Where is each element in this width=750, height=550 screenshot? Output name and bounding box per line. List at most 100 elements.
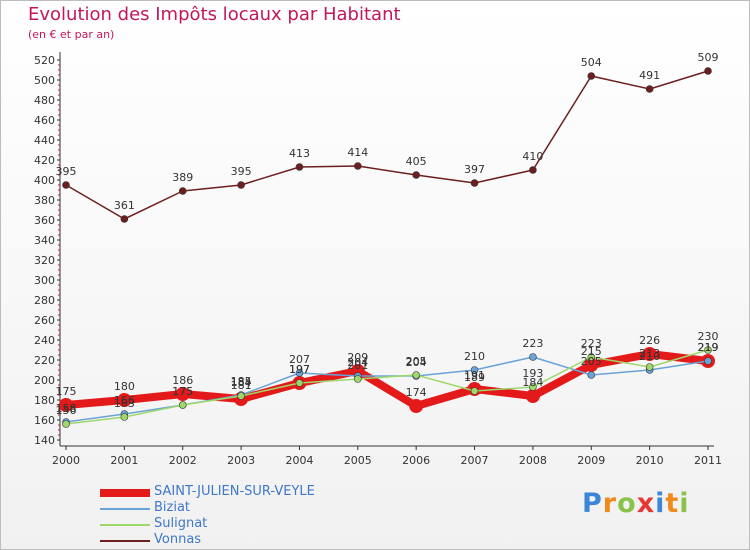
data-label: 191 xyxy=(464,369,485,382)
x-tick-label: 2010 xyxy=(636,454,664,467)
data-label: 405 xyxy=(406,155,427,168)
x-tick-label: 2000 xyxy=(52,454,80,467)
data-label: 175 xyxy=(56,385,77,398)
y-minor-tick xyxy=(58,309,60,311)
logo-letter: P xyxy=(582,488,603,519)
y-minor-tick xyxy=(58,129,60,131)
y-tick-label: 300 xyxy=(34,274,55,287)
data-label: 395 xyxy=(56,165,77,178)
series-line-3 xyxy=(65,70,709,220)
data-label: 184 xyxy=(522,376,543,389)
logo-letter: x xyxy=(636,488,656,519)
data-label: 184 xyxy=(231,376,252,389)
y-minor-tick xyxy=(58,189,60,191)
y-tick-label: 500 xyxy=(34,74,55,87)
data-point xyxy=(587,371,596,379)
data-point xyxy=(409,399,424,413)
y-minor-tick xyxy=(58,254,60,256)
data-point xyxy=(525,389,540,403)
data-point xyxy=(470,366,479,374)
data-label: 361 xyxy=(114,199,135,212)
y-tick-label: 280 xyxy=(34,294,55,307)
legend-swatch xyxy=(100,524,150,526)
legend-label: Vonnas xyxy=(154,532,202,547)
y-tick-label: 520 xyxy=(34,54,55,67)
data-point xyxy=(587,353,596,361)
y-minor-tick xyxy=(58,134,60,136)
series-layer xyxy=(59,67,715,428)
data-label: 413 xyxy=(289,147,310,160)
y-minor-tick xyxy=(58,434,60,436)
y-minor-tick xyxy=(58,114,60,116)
data-point xyxy=(704,67,712,75)
y-tick-label: 180 xyxy=(34,394,55,407)
y-minor-tick xyxy=(58,334,60,336)
logo-letter: o xyxy=(617,488,637,519)
y-minor-tick xyxy=(58,244,60,246)
y-minor-tick xyxy=(58,264,60,266)
data-label: 174 xyxy=(406,386,427,399)
y-minor-tick xyxy=(58,324,60,326)
y-minor-tick xyxy=(58,104,60,106)
y-minor-tick xyxy=(58,384,60,386)
data-point xyxy=(470,179,479,187)
data-point xyxy=(645,85,654,93)
y-minor-tick xyxy=(58,274,60,276)
data-point xyxy=(62,181,70,189)
y-tick-label: 320 xyxy=(34,254,55,267)
legend-label: Biziat xyxy=(154,500,191,515)
y-tick-label: 220 xyxy=(34,354,55,367)
y-tick-label: 340 xyxy=(34,234,55,247)
data-point xyxy=(117,393,132,407)
y-minor-tick xyxy=(58,184,60,186)
y-minor-tick xyxy=(58,369,60,371)
data-label: 205 xyxy=(406,355,427,368)
y-tick-label: 360 xyxy=(34,214,55,227)
data-point xyxy=(354,162,362,170)
data-point xyxy=(295,369,304,377)
series-line-0 xyxy=(62,350,712,410)
y-minor-tick xyxy=(58,269,60,271)
data-label: 181 xyxy=(231,379,252,392)
y-minor-tick xyxy=(58,169,60,171)
y-tick-label: 260 xyxy=(34,314,55,327)
axes: 140 160 180 200 220 240 260 280 300 320 340 360 380 4… xyxy=(34,52,722,467)
y-minor-tick xyxy=(58,224,60,226)
y-minor-tick xyxy=(58,214,60,216)
data-label: 389 xyxy=(172,171,193,184)
data-label: 185 xyxy=(231,375,252,388)
y-tick-label: 140 xyxy=(34,434,55,447)
x-tick-label: 2007 xyxy=(461,454,489,467)
legend-label: SAINT-JULIEN-SUR-VEYLE xyxy=(154,484,315,499)
data-label: 175 xyxy=(172,385,193,398)
y-minor-tick xyxy=(58,409,60,411)
data-point xyxy=(295,163,304,171)
proxiti-logo: Proxiti xyxy=(582,488,690,519)
x-tick-label: 2011 xyxy=(694,454,722,467)
series-line-2 xyxy=(65,349,709,425)
y-minor-tick xyxy=(58,74,60,76)
data-point xyxy=(350,364,365,378)
x-tick-label: 2001 xyxy=(110,454,138,467)
x-tick-label: 2008 xyxy=(519,454,547,467)
y-tick-label: 480 xyxy=(34,94,55,107)
y-minor-tick xyxy=(58,69,60,71)
x-tick-label: 2003 xyxy=(227,454,255,467)
legend-swatch xyxy=(100,489,150,497)
y-tick-label: 400 xyxy=(34,174,55,187)
y-minor-tick xyxy=(58,389,60,391)
y-tick-label: 380 xyxy=(34,194,55,207)
y-minor-tick xyxy=(58,229,60,231)
data-point xyxy=(120,413,129,421)
y-tick-label: 160 xyxy=(34,414,55,427)
data-label: 226 xyxy=(639,334,660,347)
data-label: 504 xyxy=(581,56,602,69)
data-point xyxy=(237,392,245,400)
data-point xyxy=(237,181,245,189)
data-label: 209 xyxy=(347,351,368,364)
data-labels: 175 180 186 1811972091741911842152262191581… xyxy=(56,51,719,417)
y-tick-label: 420 xyxy=(34,154,55,167)
y-minor-tick xyxy=(58,234,60,236)
data-point xyxy=(587,72,596,80)
